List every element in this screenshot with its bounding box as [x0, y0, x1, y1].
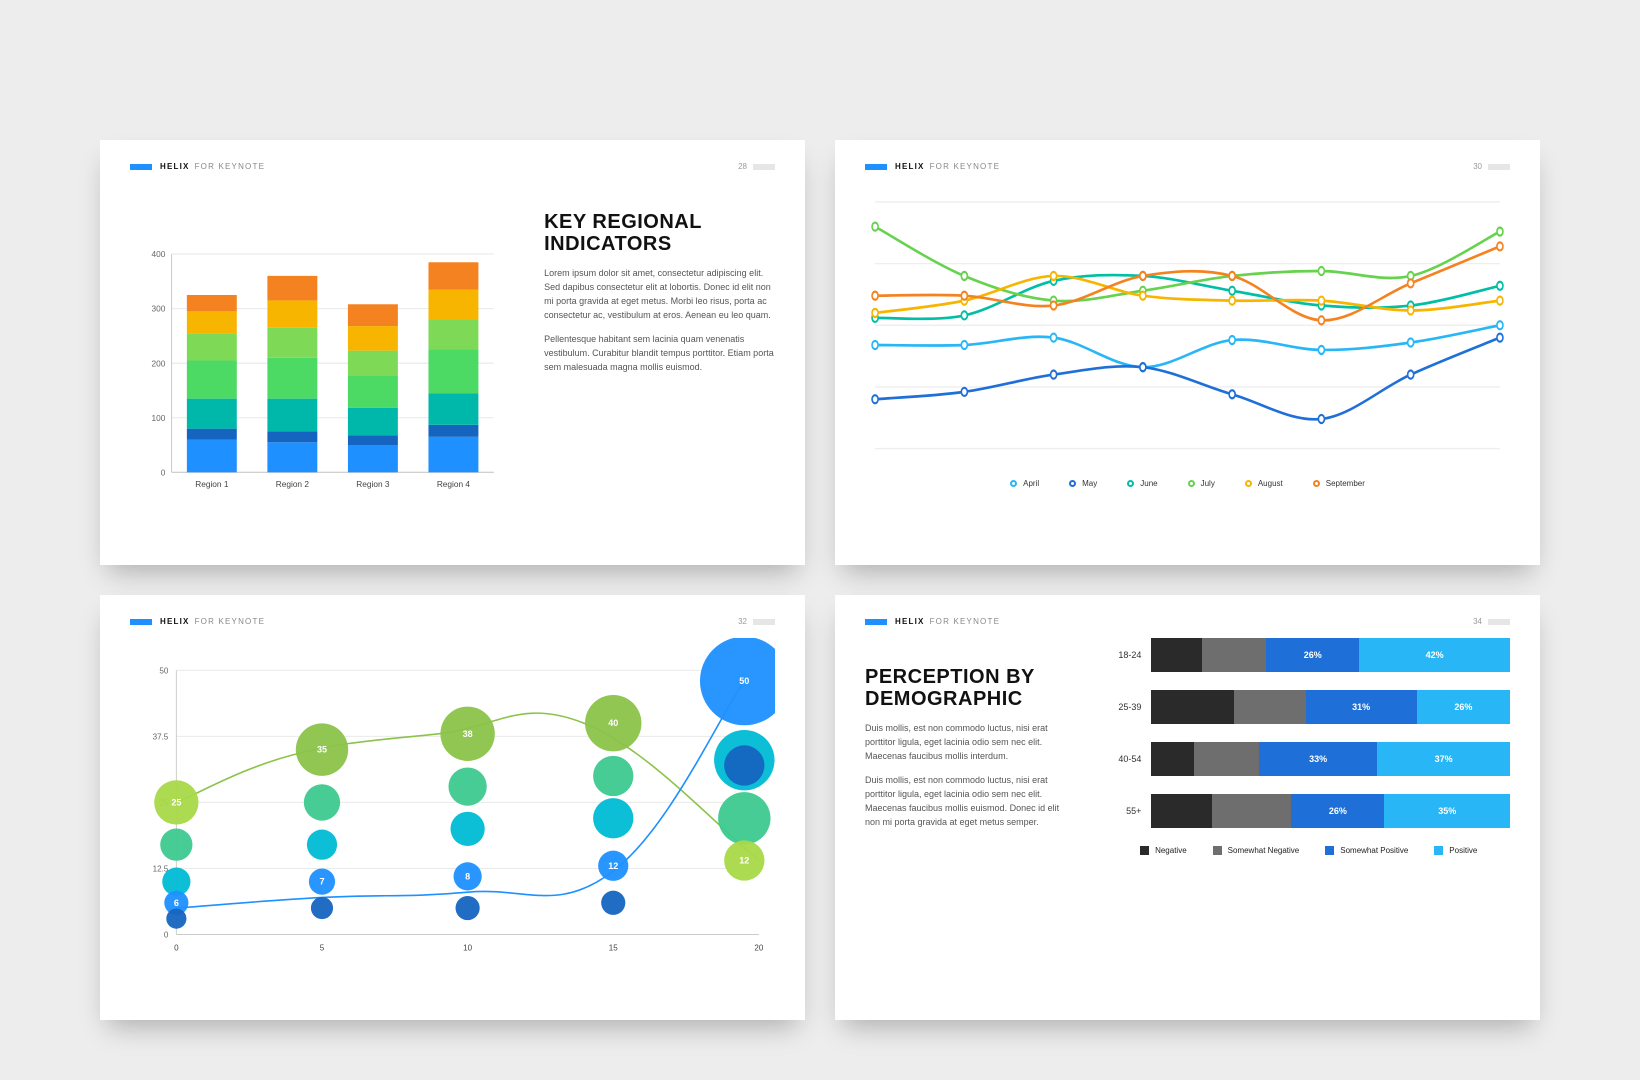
svg-text:10: 10 [463, 944, 472, 953]
hbar-row: 18-24 26%42% [1107, 638, 1510, 672]
legend-item: Somewhat Positive [1325, 846, 1408, 855]
hbar-segment [1234, 690, 1306, 724]
hbar-row-label: 55+ [1107, 806, 1151, 816]
svg-text:0: 0 [174, 944, 179, 953]
svg-text:100: 100 [151, 413, 165, 423]
line-legend: April May June July August September [865, 479, 1510, 488]
page-number: 32 [738, 617, 775, 626]
slide-body-text: Lorem ipsum dolor sit amet, consectetur … [544, 267, 775, 375]
svg-text:15: 15 [609, 944, 618, 953]
hbar-segment [1151, 742, 1194, 776]
hbar-segment: 26% [1417, 690, 1510, 724]
hbar-segment [1151, 794, 1212, 828]
svg-text:50: 50 [739, 676, 749, 686]
hbar-row-label: 18-24 [1107, 650, 1151, 660]
hbar-segment: 33% [1259, 742, 1377, 776]
slide-header: HELIX FOR KEYNOTE [865, 617, 1510, 626]
legend-item: Positive [1434, 846, 1477, 855]
hbar-row-label: 40-54 [1107, 754, 1151, 764]
hbar-segment [1151, 690, 1233, 724]
brand-accent [130, 164, 152, 170]
hbar-row: 40-54 33%37% [1107, 742, 1510, 776]
svg-text:5: 5 [320, 944, 325, 953]
hbar-segment [1212, 794, 1291, 828]
legend-item: Negative [1140, 846, 1187, 855]
slide-perception-hbar: HELIX FOR KEYNOTE 34 PERCEPTION BY DEMOG… [835, 595, 1540, 1020]
hbar-row: 25-39 31%26% [1107, 690, 1510, 724]
bubble-chart: 012.52537.5500510152050403835251212876 [130, 638, 775, 985]
brand-suffix: FOR KEYNOTE [195, 162, 266, 171]
legend-item: August [1245, 479, 1283, 488]
svg-text:400: 400 [151, 249, 165, 259]
svg-text:8: 8 [465, 871, 470, 881]
slide-line-chart: HELIX FOR KEYNOTE 30 April May June July Aug… [835, 140, 1540, 565]
svg-text:Region 4: Region 4 [437, 479, 471, 489]
slide-title: PERCEPTION BY DEMOGRAPHIC [865, 666, 1071, 710]
slide-stacked-bar: HELIX FOR KEYNOTE 28 0 100 200 300 400 Region… [100, 140, 805, 565]
svg-text:300: 300 [151, 304, 165, 314]
slide-body-text: Duis mollis, est non commodo luctus, nis… [865, 722, 1071, 830]
hbar-row: 55+ 26%35% [1107, 794, 1510, 828]
svg-text:Region 1: Region 1 [195, 479, 229, 489]
hbar-row-label: 25-39 [1107, 702, 1151, 712]
svg-text:7: 7 [319, 877, 324, 887]
page-number: 30 [1473, 162, 1510, 171]
slide-header: HELIX FOR KEYNOTE [130, 617, 775, 626]
line-chart [865, 183, 1510, 468]
hbar-chart: 18-2426%42%25-3931%26%40-5433%37%55+26%3… [1107, 638, 1510, 828]
brand-accent [865, 619, 887, 625]
svg-text:6: 6 [174, 898, 179, 908]
hbar-segment [1151, 638, 1201, 672]
hbar-segment: 35% [1384, 794, 1510, 828]
slide-header: HELIX FOR KEYNOTE [130, 162, 775, 171]
legend-item: April [1010, 479, 1039, 488]
hbar-segment: 31% [1306, 690, 1417, 724]
hbar-segment [1202, 638, 1267, 672]
brand-prefix: HELIX [160, 162, 190, 171]
hbar-segment [1194, 742, 1259, 776]
legend-item: May [1069, 479, 1097, 488]
legend-item: September [1313, 479, 1365, 488]
page-number: 34 [1473, 617, 1510, 626]
svg-text:12: 12 [739, 856, 749, 866]
hbar-segment: 37% [1377, 742, 1510, 776]
stacked-bar-chart: 0 100 200 300 400 Region 1 Region 2 Region 3 Reg… [130, 183, 504, 560]
svg-text:25: 25 [171, 797, 181, 807]
brand-accent [865, 164, 887, 170]
svg-text:0: 0 [161, 467, 166, 477]
legend-item: July [1188, 479, 1215, 488]
svg-text:0: 0 [164, 930, 169, 939]
slide-bubble-chart: HELIX FOR KEYNOTE 32 012.52537.550051015… [100, 595, 805, 1020]
hbar-legend: Negative Somewhat Negative Somewhat Positi… [1107, 846, 1510, 855]
hbar-segment: 26% [1266, 638, 1359, 672]
svg-text:Region 2: Region 2 [276, 479, 310, 489]
svg-text:37.5: 37.5 [153, 732, 169, 741]
svg-text:200: 200 [151, 358, 165, 368]
slide-title: KEY REGIONAL INDICATORS [544, 211, 775, 255]
svg-text:12: 12 [608, 861, 618, 871]
svg-text:35: 35 [317, 745, 327, 755]
brand-accent [130, 619, 152, 625]
hbar-segment: 26% [1291, 794, 1384, 828]
svg-text:20: 20 [754, 944, 763, 953]
legend-item: Somewhat Negative [1213, 846, 1300, 855]
svg-text:50: 50 [159, 666, 168, 675]
page-number: 28 [738, 162, 775, 171]
svg-text:40: 40 [608, 718, 618, 728]
hbar-segment: 42% [1359, 638, 1510, 672]
slide-header: HELIX FOR KEYNOTE [865, 162, 1510, 171]
legend-item: June [1127, 479, 1157, 488]
svg-text:Region 3: Region 3 [356, 479, 390, 489]
svg-text:38: 38 [463, 729, 473, 739]
